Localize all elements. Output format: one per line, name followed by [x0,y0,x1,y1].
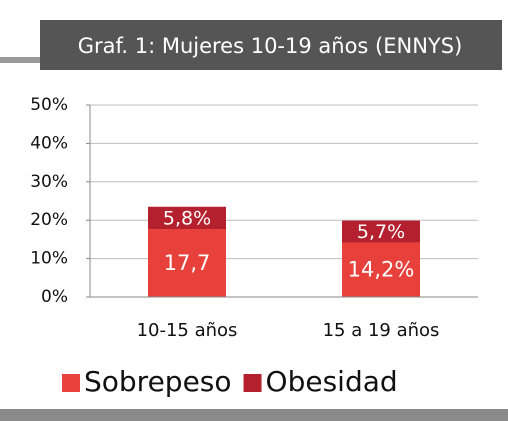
legend-label: Sobrepeso [84,365,232,398]
chart-title: Graf. 1: Mujeres 10-19 años (ENNYS) [78,34,463,58]
banner-rule [0,57,40,63]
x-tick-label: 15 a 19 años [323,320,440,341]
y-tick-label: 20% [30,210,68,230]
data-label: 17,7 [164,251,211,275]
legend-label: Obesidad [266,365,398,398]
bar-segment [148,206,226,230]
data-label: 5,8% [163,207,211,229]
bar-segment [148,229,226,297]
legend-swatch [243,374,262,392]
y-tick-label: 0% [41,287,68,307]
footer-bar [0,409,508,421]
y-tick-label: 40% [30,133,68,153]
legend-swatch [62,374,80,392]
y-tick-label: 30% [30,172,68,192]
y-tick-label: 50% [30,95,68,115]
bar-segment [342,220,420,243]
x-tick-label: 10-15 años [137,320,238,341]
data-label: 14,2% [348,258,415,282]
data-label: 5,7% [357,221,405,243]
y-tick-label: 10% [30,249,68,269]
bar-segment [342,242,420,297]
title-banner [40,20,502,70]
